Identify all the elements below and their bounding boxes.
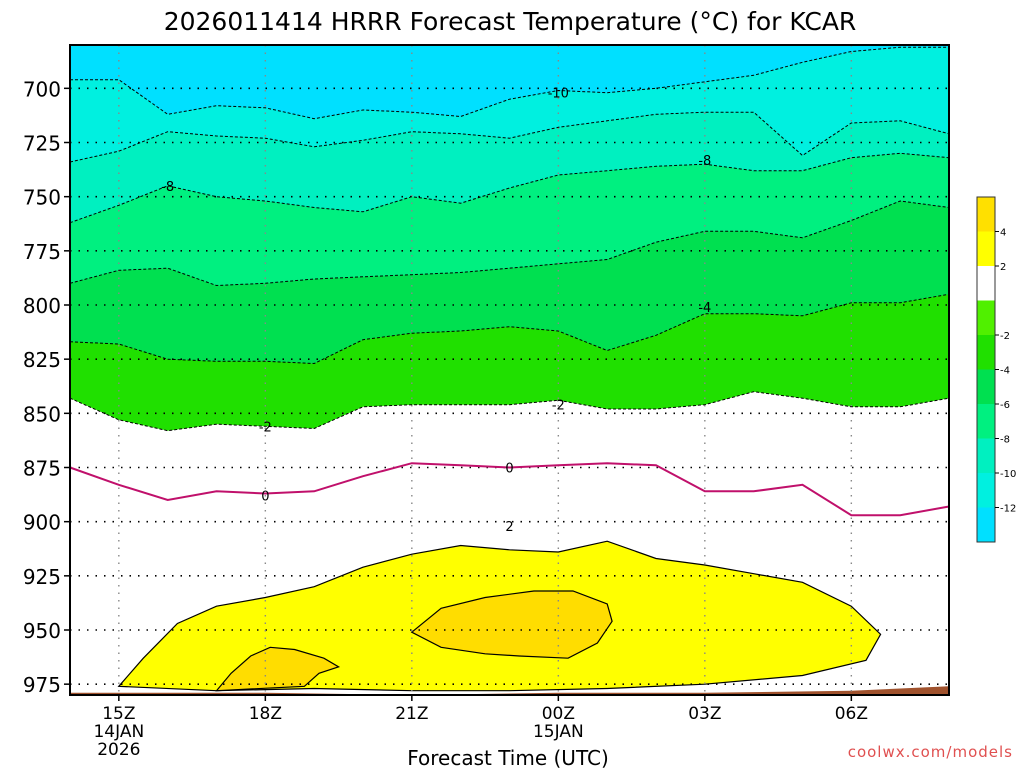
contour-label: 2 (505, 520, 513, 535)
terrain-surface (70, 686, 949, 695)
contour-line (69, 200, 950, 287)
colorbar-swatch (977, 369, 995, 404)
colorbar-swatch (977, 266, 995, 301)
y-tick-label: 950 (23, 619, 61, 643)
colorbar-label: -12 (1000, 504, 1016, 515)
colorbar-label: -10 (1000, 469, 1016, 480)
colorbar-label: -8 (1000, 435, 1010, 446)
colorbar-label: -4 (1000, 366, 1010, 377)
warm-region (215, 646, 341, 692)
colorbar-label: 4 (1000, 228, 1006, 239)
plot-area (70, 45, 949, 696)
plot-frame (69, 44, 950, 696)
y-tick-label: 825 (23, 348, 61, 372)
contour-label: -2 (552, 399, 565, 414)
credit-link[interactable]: coolwx.com/models (848, 743, 1013, 761)
contour-line (69, 111, 950, 163)
colorbar-swatch (977, 438, 995, 473)
y-axis: 700 725 750 775 800 825 850 875 900 925 950 975 (23, 77, 70, 697)
contour-label: -10 (548, 87, 569, 102)
contour-label: -8 (161, 180, 174, 195)
y-tick-label: 850 (23, 402, 61, 426)
y-tick-label: 700 (23, 77, 61, 101)
colorbar-swatch (977, 335, 995, 370)
colorbar-swatch (977, 231, 995, 266)
colorbar-label: -2 (1000, 331, 1010, 342)
x-tick-label: 03Z (688, 704, 721, 724)
colorbar-swatch (977, 300, 995, 335)
contour-label: -8 (698, 154, 711, 169)
warm-region (410, 590, 613, 659)
colorbar-swatch (977, 197, 995, 232)
contour-lines (69, 46, 950, 517)
colorbar-swatch (977, 507, 995, 542)
y-tick-label: 750 (23, 186, 61, 210)
contour-line (70, 46, 949, 120)
contour-line (69, 293, 950, 365)
x-tick-date: 15JAN (533, 722, 584, 742)
y-tick-label: 875 (23, 457, 61, 481)
y-tick-label: 900 (23, 511, 61, 535)
x-tick-label: 06Z (835, 704, 868, 724)
x-tick-label: 21Z (395, 704, 428, 724)
colorbar-label: -6 (1000, 400, 1010, 411)
contour-labels: -10 -8 -8 -4 -2 -2 0 0 2 (161, 87, 711, 535)
contour-line-freezing (69, 462, 950, 517)
colorbar-legend: -12 -10 -8 -6 -4 -2 2 4 (976, 196, 1016, 543)
contour-label: -2 (259, 420, 272, 435)
x-tick-label: 18Z (249, 704, 282, 724)
x-axis-label: Forecast Time (UTC) (407, 746, 609, 768)
colorbar-label: 2 (1000, 262, 1006, 273)
chart-title: 2026011414 HRRR Forecast Temperature (°C… (164, 7, 857, 36)
contour-label: 0 (505, 462, 513, 477)
colorbar-swatch (977, 404, 995, 439)
y-tick-label: 775 (23, 240, 61, 264)
y-tick-label: 800 (23, 294, 61, 318)
colorbar-swatch (977, 473, 995, 508)
contour-label: -4 (698, 301, 711, 316)
y-tick-label: 975 (23, 673, 61, 697)
contour-label: 0 (261, 490, 269, 505)
y-tick-label: 725 (23, 132, 61, 156)
y-tick-label: 925 (23, 565, 61, 589)
x-tick-label: 15Z (102, 704, 135, 724)
contour-line (69, 391, 950, 432)
x-tick-date: 14JAN (93, 722, 144, 742)
x-tick-year: 2026 (97, 740, 140, 760)
x-tick-label: 00Z (542, 704, 575, 724)
